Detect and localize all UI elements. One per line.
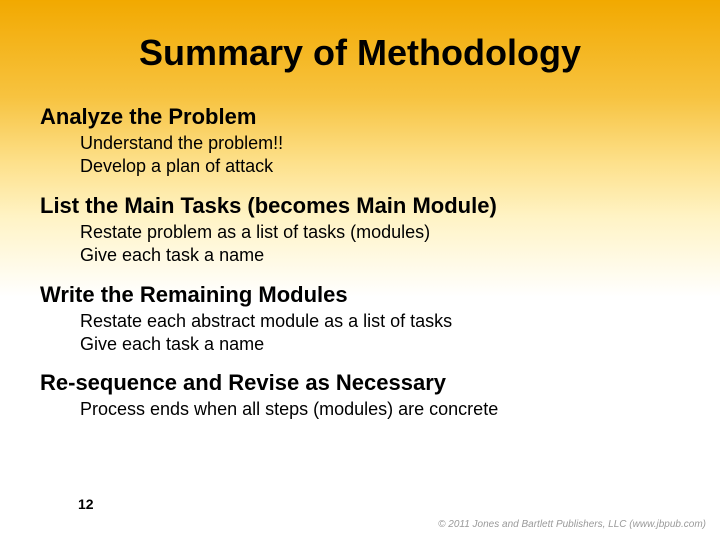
section-2: List the Main Tasks (becomes Main Module… — [40, 193, 680, 268]
section-item: Give each task a name — [80, 244, 680, 267]
section-3: Write the Remaining Modules Restate each… — [40, 282, 680, 357]
section-item: Restate each abstract module as a list o… — [80, 310, 680, 333]
page-number: 12 — [78, 496, 94, 512]
section-item: Restate problem as a list of tasks (modu… — [80, 221, 680, 244]
slide-title: Summary of Methodology — [40, 32, 680, 74]
section-heading: List the Main Tasks (becomes Main Module… — [40, 193, 680, 219]
section-heading: Re-sequence and Revise as Necessary — [40, 370, 680, 396]
section-4: Re-sequence and Revise as Necessary Proc… — [40, 370, 680, 421]
section-heading: Write the Remaining Modules — [40, 282, 680, 308]
slide: Summary of Methodology Analyze the Probl… — [0, 0, 720, 540]
copyright-text: © 2011 Jones and Bartlett Publishers, LL… — [438, 519, 706, 530]
section-item: Process ends when all steps (modules) ar… — [80, 398, 680, 421]
section-item: Develop a plan of attack — [80, 155, 680, 178]
section-item: Understand the problem!! — [80, 132, 680, 155]
section-heading: Analyze the Problem — [40, 104, 680, 130]
section-item: Give each task a name — [80, 333, 680, 356]
section-1: Analyze the Problem Understand the probl… — [40, 104, 680, 179]
